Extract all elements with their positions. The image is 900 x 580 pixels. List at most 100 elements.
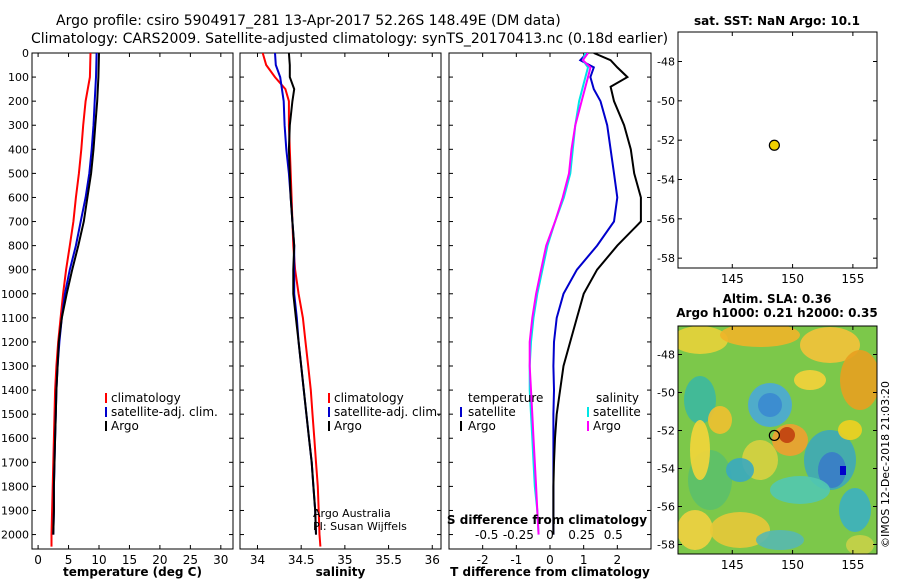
depth-tick-label: 200 <box>8 95 29 108</box>
heatmap-blob <box>846 535 874 554</box>
series-line-s-argo <box>528 53 592 535</box>
map-frame <box>677 31 878 269</box>
annotation-text: PI: Susan Wijffels <box>313 520 407 533</box>
depth-tick-label: 900 <box>8 264 29 277</box>
depth-tick-label: 1600 <box>1 432 29 445</box>
depth-tick-label: 1300 <box>1 360 29 373</box>
series-line-climatology <box>261 53 322 547</box>
heatmap-blob <box>708 406 732 434</box>
series-line-argo <box>287 53 317 535</box>
x-tick-label: 0 <box>34 553 42 567</box>
legend-label: climatology <box>111 391 181 405</box>
x-tick-label: 34.5 <box>288 553 315 567</box>
annotation-text: Argo Australia <box>313 507 391 520</box>
heatmap-blob <box>710 512 770 548</box>
y-tick-label: -52 <box>657 134 675 147</box>
y-tick-label: -58 <box>657 539 675 552</box>
y-tick-label: -52 <box>657 425 675 438</box>
x-tick-label: 5 <box>65 553 73 567</box>
depth-tick-label: 1100 <box>1 312 29 325</box>
depth-tick-label: 100 <box>8 71 29 84</box>
x-tick-label: -1 <box>510 553 522 567</box>
x-tick-label: 30 <box>213 553 228 567</box>
map-title: sat. SST: NaN Argo: 10.1 <box>694 14 860 28</box>
x-tick-label: 0 <box>546 553 554 567</box>
series-line-s-satellite <box>528 53 590 535</box>
depth-tick-label: 1000 <box>1 288 29 301</box>
x-axis-label-top: S difference from climatology <box>447 513 647 527</box>
x-tick-label-top: -0.25 <box>503 528 534 542</box>
series-line-satellite-adj-clim- <box>52 53 98 535</box>
y-tick-label: -48 <box>657 349 675 362</box>
legend-label: satellite-adj. clim. <box>334 405 441 419</box>
x-tick-label-top: 0 <box>546 528 554 542</box>
x-tick-label-top: 0.25 <box>568 528 595 542</box>
map-title: Argo h1000: 0.21 h2000: 0.35 <box>676 306 877 320</box>
x-tick-label: 2 <box>614 553 622 567</box>
heatmap-blob <box>726 458 754 482</box>
heatmap-blob <box>840 350 877 410</box>
x-tick-label: 155 <box>841 272 864 286</box>
heatmap-blob <box>690 420 710 480</box>
header-line-2: Climatology: CARS2009. Satellite-adjuste… <box>31 31 668 47</box>
x-tick-label: 35.5 <box>375 553 402 567</box>
x-tick-label: -2 <box>477 553 489 567</box>
series-line-t-argo <box>552 53 642 535</box>
depth-tick-label: 1900 <box>1 504 29 517</box>
x-tick-label: 20 <box>152 553 167 567</box>
depth-tick-label: 1200 <box>1 336 29 349</box>
heatmap-blob <box>800 327 860 363</box>
heatmap-marker <box>840 466 846 475</box>
map-title: Altim. SLA: 0.36 <box>723 292 832 306</box>
y-tick-label: -50 <box>657 387 675 400</box>
heatmap-blob <box>818 452 846 488</box>
panel-sla_map: 145 150 155 -48 -50 -52 -54 -56 -58 Altim. SLA: 0… <box>657 292 878 572</box>
map-frame <box>677 325 878 555</box>
depth-tick-label: 2000 <box>1 529 29 542</box>
series-line-t-satellite <box>552 53 619 535</box>
x-tick-label: 145 <box>721 272 744 286</box>
x-tick-label: 35 <box>337 553 352 567</box>
y-tick-label: -58 <box>657 252 675 265</box>
depth-tick-label: 800 <box>8 240 29 253</box>
y-tick-label: -54 <box>657 174 675 187</box>
heatmap-blob <box>678 326 728 354</box>
legend-title: salinity <box>596 391 639 405</box>
legend-title: temperature <box>468 391 543 405</box>
series-group <box>528 53 642 535</box>
x-tick-label: 1 <box>580 553 588 567</box>
legend-label: Argo <box>334 419 362 433</box>
heatmap-blob <box>770 476 830 504</box>
depth-tick-label: 1500 <box>1 408 29 421</box>
panel-difference: -2 -1 0 1 2T difference from climatology temp… <box>447 52 652 579</box>
heatmap-blob <box>779 427 795 443</box>
depth-tick-label: 1700 <box>1 456 29 469</box>
x-axis-label: salinity <box>316 565 366 579</box>
depth-tick-label: 700 <box>8 216 29 229</box>
panel-temperature: 0100200300400500600700800900100011001200… <box>1 47 234 579</box>
series-line-argo <box>52 53 100 535</box>
depth-tick-label: 300 <box>8 119 29 132</box>
y-tick-label: -56 <box>657 501 675 514</box>
depth-tick-label: 0 <box>22 47 29 60</box>
credit-text: ©IMOS 12-Dec-2018 21:03:20 <box>879 381 892 548</box>
x-tick-label-top: -0.5 <box>475 528 498 542</box>
y-tick-label: -56 <box>657 213 675 226</box>
panel-frame <box>239 52 442 550</box>
heatmap-blob <box>794 370 826 390</box>
y-tick-label: -48 <box>657 56 675 69</box>
legend-label: Argo <box>111 419 139 433</box>
x-tick-label: 150 <box>781 558 804 572</box>
argo-position-marker <box>768 429 780 442</box>
panel-frame <box>448 52 652 550</box>
y-tick-label: -54 <box>657 463 675 476</box>
x-tick-label: 34 <box>250 553 265 567</box>
heatmap-blob <box>756 530 804 550</box>
series-group <box>50 53 100 547</box>
legend-label: Argo <box>593 419 621 433</box>
legend-label: satellite-adj. clim. <box>111 405 218 419</box>
legend-label: climatology <box>334 391 404 405</box>
x-axis-label: T difference from climatology <box>450 565 650 579</box>
heatmap-blob <box>678 510 713 550</box>
heatmap-blob <box>758 393 782 417</box>
